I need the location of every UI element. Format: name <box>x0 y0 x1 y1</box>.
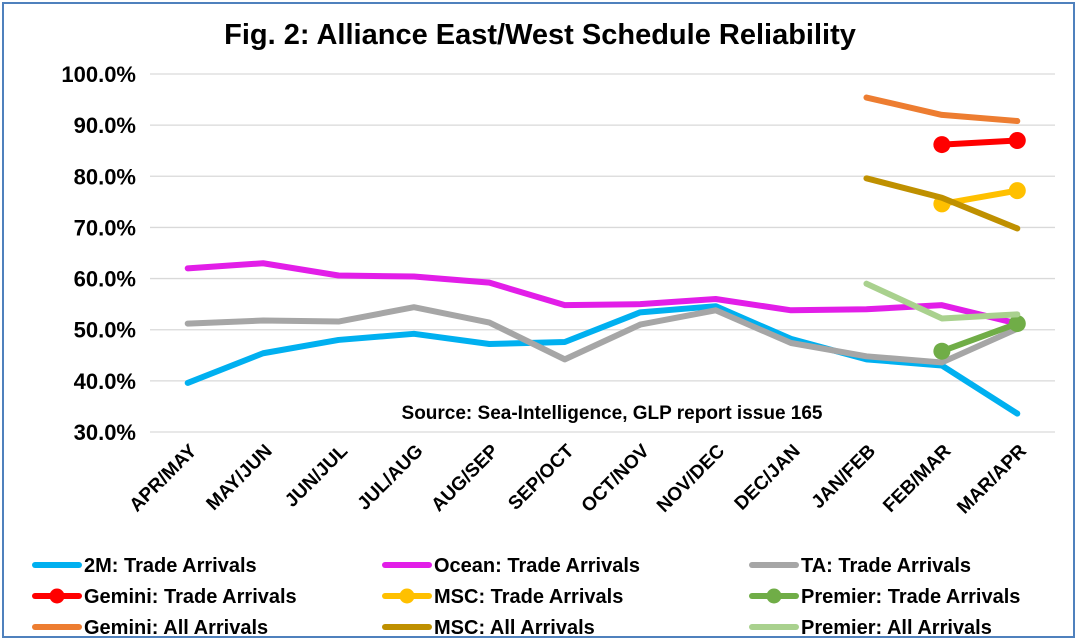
x-tick-label: FEB/MAR <box>879 440 955 516</box>
y-tick-label: 100.0% <box>61 62 136 87</box>
x-tick-label: JUN/JUL <box>281 440 352 511</box>
series-ta-trade-arrivals <box>184 304 1021 366</box>
legend-label: Premier: All Arrivals <box>801 617 992 639</box>
y-tick-label: 40.0% <box>74 369 136 394</box>
chart-title: Fig. 2: Alliance East/West Schedule Reli… <box>224 19 856 51</box>
series-line <box>863 94 1021 125</box>
legend-item: Premier: All Arrivals <box>749 617 992 639</box>
x-tick-label: MAR/APR <box>953 440 1031 518</box>
y-tick-label: 90.0% <box>74 113 136 138</box>
data-point <box>933 136 951 154</box>
series-premier-trade-arrivals <box>933 315 1026 360</box>
series-line <box>938 137 1021 148</box>
legend-label: MSC: All Arrivals <box>434 617 595 639</box>
series-line <box>938 320 1021 355</box>
y-tick-label: 70.0% <box>74 215 136 240</box>
series-line <box>184 304 1021 366</box>
legend-item: TA: Trade Arrivals <box>749 555 971 577</box>
legend-label: TA: Trade Arrivals <box>801 555 971 577</box>
legend-item: Gemini: All Arrivals <box>32 617 268 639</box>
y-tick-label: 30.0% <box>74 420 136 445</box>
data-point <box>933 342 951 360</box>
legend-item: Gemini: Trade Arrivals <box>32 586 297 608</box>
legend-marker <box>766 588 782 604</box>
y-tick-label: 50.0% <box>74 318 136 343</box>
y-axis-ticks: 100.0% 90.0% 80.0% 70.0% 60.0% 50.0% 40.0% 30.0… <box>61 62 136 445</box>
legend-label: Gemini: All Arrivals <box>84 617 268 639</box>
legend-item: MSC: Trade Arrivals <box>382 586 623 608</box>
x-axis-ticks: APR/MAY MAY/JUN JUN/JUL JUL/AUG AUG/SEP SEP/O… <box>126 440 1031 518</box>
x-tick-label: OCT/NOV <box>578 440 654 516</box>
legend-label: MSC: Trade Arrivals <box>434 586 623 608</box>
legend-item: Premier: Trade Arrivals <box>749 586 1020 608</box>
series-line <box>184 303 1021 417</box>
series-ocean-trade-arrivals <box>184 260 1021 327</box>
series-2m-trade-arrivals <box>184 303 1021 417</box>
series-layer <box>184 94 1026 417</box>
x-tick-label: NOV/DEC <box>653 440 729 516</box>
legend-label: Ocean: Trade Arrivals <box>434 555 640 577</box>
x-tick-label: JAN/FEB <box>808 441 880 513</box>
series-msc-all-arrivals <box>863 175 1021 232</box>
legend-label: 2M: Trade Arrivals <box>84 555 257 577</box>
data-point <box>1008 131 1026 149</box>
x-tick-label: APR/MAY <box>126 440 202 516</box>
legend: 2M: Trade Arrivals Ocean: Trade Arrivals T… <box>32 555 1020 639</box>
source-annotation: Source: Sea-Intelligence, GLP report iss… <box>402 403 823 424</box>
data-point <box>1008 182 1026 200</box>
legend-marker <box>49 588 65 604</box>
legend-item: Ocean: Trade Arrivals <box>382 555 640 577</box>
series-gemini-all-arrivals <box>863 94 1021 125</box>
legend-item: 2M: Trade Arrivals <box>32 555 257 577</box>
series-line <box>184 260 1021 327</box>
x-tick-label: AUG/SEP <box>428 440 504 516</box>
legend-label: Gemini: Trade Arrivals <box>84 586 297 608</box>
legend-marker <box>399 588 415 604</box>
x-tick-label: SEP/OCT <box>505 440 579 514</box>
legend-item: MSC: All Arrivals <box>382 617 595 639</box>
legend-label: Premier: Trade Arrivals <box>801 586 1020 608</box>
y-tick-label: 80.0% <box>74 164 136 189</box>
series-gemini-trade-arrivals <box>933 131 1026 154</box>
series-premier-all-arrivals <box>863 280 1021 322</box>
x-tick-label: JUL/AUG <box>354 441 428 515</box>
x-tick-label: MAY/JUN <box>203 441 277 515</box>
x-tick-label: DEC/JAN <box>731 441 805 515</box>
series-line <box>863 175 1021 232</box>
gridlines <box>150 73 1055 433</box>
y-tick-label: 60.0% <box>74 267 136 292</box>
data-point <box>1008 315 1026 333</box>
series-line <box>863 280 1021 322</box>
